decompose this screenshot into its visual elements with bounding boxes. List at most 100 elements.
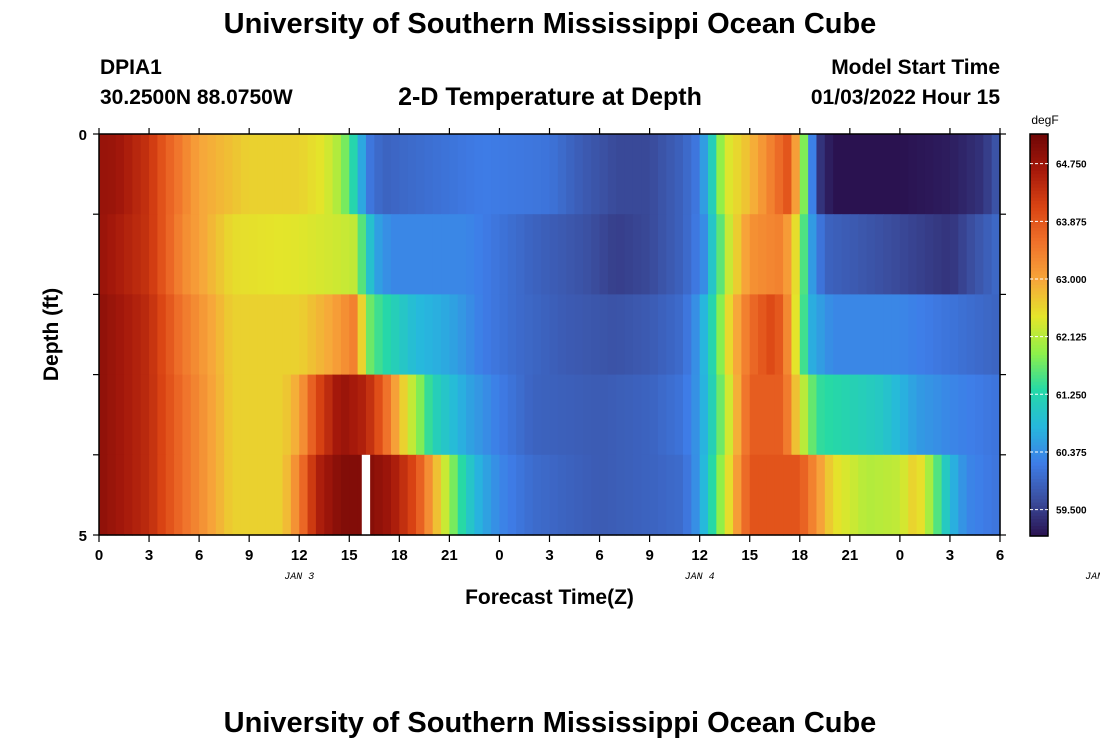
heatmap-cell	[474, 374, 484, 456]
heatmap-cell	[541, 134, 551, 215]
heatmap-cell	[883, 294, 893, 376]
colorbar-segment	[1030, 184, 1048, 189]
colorbar-segment	[1030, 525, 1048, 530]
heatmap-cell	[691, 214, 701, 295]
heatmap-cell	[424, 214, 434, 295]
heatmap-cell	[858, 454, 868, 536]
heatmap-cell	[949, 374, 959, 456]
heatmap-cell	[174, 454, 184, 536]
heatmap-cell	[833, 134, 843, 215]
heatmap-cell	[449, 294, 459, 376]
heatmap-cell	[240, 214, 250, 295]
heatmap-cell	[332, 134, 342, 215]
chart-title: University of Southern Mississippi Ocean…	[223, 8, 877, 40]
heatmap-cell	[657, 454, 667, 536]
heatmap-cell	[307, 294, 317, 376]
heatmap-cell	[474, 134, 484, 215]
heatmap-cell	[299, 214, 309, 295]
x-tick-label: 0	[95, 547, 103, 564]
colorbar-segment	[1030, 358, 1048, 363]
colorbar-segment	[1030, 254, 1048, 259]
heatmap-cell	[357, 134, 367, 215]
model-start-label: Model Start Time	[831, 56, 1000, 79]
heatmap-cell	[941, 454, 951, 536]
heatmap-cell	[666, 134, 676, 215]
heatmap-cell	[199, 454, 209, 536]
heatmap-cell	[365, 134, 375, 215]
heatmap-cell	[816, 374, 826, 456]
colorbar-segment	[1030, 264, 1048, 269]
heatmap-cell	[340, 374, 350, 456]
heatmap-cell	[983, 134, 993, 215]
colorbar-segment	[1030, 304, 1048, 309]
heatmap-cell	[232, 214, 242, 295]
heatmap-cell	[674, 294, 684, 376]
heatmap-cell	[249, 294, 259, 376]
heatmap-cell	[841, 454, 851, 536]
heatmap-cell	[416, 374, 425, 456]
heatmap-cell	[140, 374, 150, 456]
heatmap-cell	[115, 134, 125, 215]
colorbar-segment	[1030, 308, 1048, 313]
heatmap-cell	[899, 454, 909, 536]
station-id: DPIA1	[100, 56, 162, 79]
heatmap-cell	[749, 134, 759, 215]
heatmap-cell	[766, 374, 776, 456]
heatmap-cell	[958, 374, 968, 456]
colorbar-tick-label: 63.875	[1056, 217, 1087, 228]
heatmap-cell	[908, 214, 918, 295]
heatmap-cell	[332, 374, 342, 456]
heatmap-cell	[240, 374, 250, 456]
heatmap-cell	[682, 294, 692, 376]
heatmap-cell	[816, 134, 826, 215]
colorbar-segment	[1030, 180, 1048, 185]
heatmap-cell	[591, 214, 601, 295]
colorbar-segment	[1030, 365, 1048, 370]
heatmap-cell	[516, 374, 526, 456]
colorbar-segment	[1030, 381, 1048, 386]
heatmap-cell	[491, 454, 501, 536]
x-tick-label: 18	[791, 547, 808, 564]
heatmap-cell	[691, 134, 701, 215]
colorbar: 59.500 60.375 61.250 62.125 63.000 63.875 64.7…	[1029, 133, 1087, 537]
heatmap-cell	[557, 214, 567, 295]
heatmap-cell	[466, 454, 476, 536]
x-tick-label: 15	[341, 547, 358, 564]
heatmap-cell	[974, 214, 984, 295]
heatmap-cell	[632, 214, 642, 295]
heatmap-cell	[874, 214, 884, 295]
heatmap-cell	[307, 214, 317, 295]
heatmap-cell	[349, 454, 359, 536]
heatmap-cell	[741, 374, 751, 456]
heatmap-cell	[566, 294, 576, 376]
heatmap-cell	[666, 214, 676, 295]
heatmap-cell	[224, 454, 234, 536]
heatmap-cell	[866, 374, 876, 456]
heatmap-cell	[249, 214, 259, 295]
heatmap-cell	[866, 294, 876, 376]
heatmap-cell	[374, 214, 384, 295]
heatmap-cell	[390, 214, 400, 295]
heatmap-cell	[265, 294, 275, 376]
heatmap-cell	[983, 294, 993, 376]
x-tick-label: 21	[841, 547, 858, 564]
heatmap-cell	[799, 454, 809, 536]
colorbar-segment	[1030, 244, 1048, 249]
heatmap-cell	[399, 454, 409, 536]
heatmap-cell	[324, 454, 334, 536]
colorbar-segment	[1030, 331, 1048, 336]
heatmap-cell	[149, 294, 158, 376]
heatmap-cell	[774, 214, 784, 295]
heatmap-cell	[432, 294, 442, 376]
heatmap-cell	[991, 294, 1001, 376]
x-tick-label: 12	[691, 547, 708, 564]
heatmap-cell	[916, 214, 926, 295]
heatmap-cell	[758, 214, 767, 295]
colorbar-segment	[1030, 509, 1048, 514]
y-tick-label: 5	[79, 528, 87, 545]
heatmap-cell	[290, 134, 300, 215]
heatmap-cell	[407, 374, 417, 456]
heatmap-cell	[524, 454, 534, 536]
heatmap-cell	[265, 134, 275, 215]
colorbar-segment	[1030, 298, 1048, 303]
